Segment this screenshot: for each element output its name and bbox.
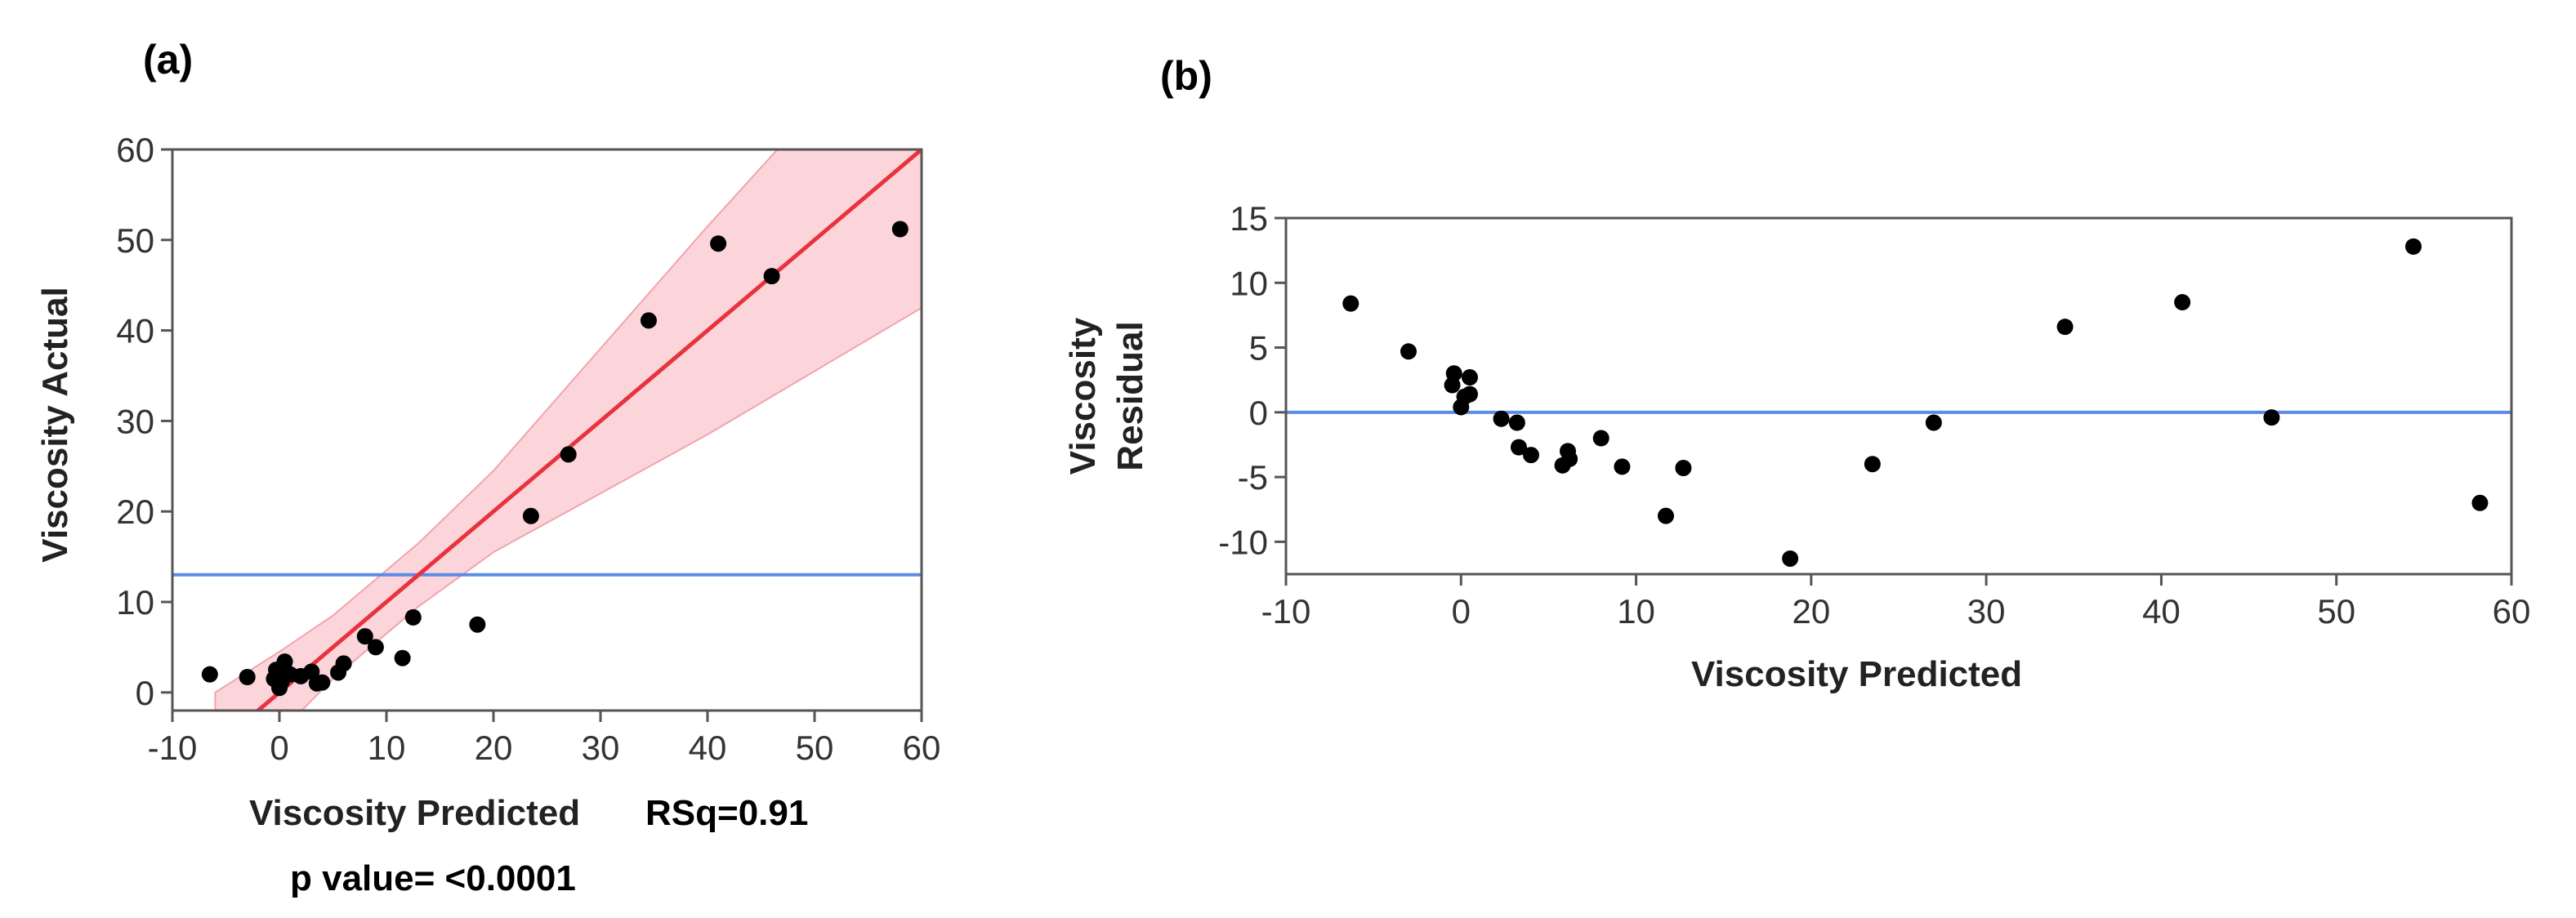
data-point: [1462, 385, 1478, 403]
y-tick-label: 10: [1230, 264, 1268, 302]
x-tick-label: 50: [2317, 592, 2355, 631]
x-tick-label: 30: [1967, 592, 2006, 631]
y-tick-label: 0: [1249, 394, 1268, 432]
panel-a-rsq: RSq=0.91: [645, 793, 808, 833]
y-tick-label: 40: [116, 312, 154, 350]
y-tick-label: 50: [116, 221, 154, 260]
data-point: [560, 446, 577, 463]
x-tick-label: 40: [689, 729, 727, 767]
panel-b-y-ticks: 15 10 5 0 -5 -10: [1218, 199, 1286, 561]
data-point: [891, 221, 909, 238]
data-point: [239, 669, 256, 686]
y-tick-label: 5: [1249, 329, 1268, 368]
data-point: [2056, 319, 2074, 336]
x-tick-label: 50: [796, 729, 834, 767]
data-point: [1658, 507, 1674, 524]
data-point: [367, 639, 384, 656]
panel-a-chart: (a) -10 0 10 20 30 40 50 60 0 10 20 30 40 50 60 Visco…: [35, 37, 941, 898]
y-tick-label: 30: [116, 402, 154, 440]
x-tick-label: 10: [1617, 592, 1655, 631]
panel-a-x-axis-title: Viscosity Predicted: [249, 793, 580, 833]
panel-b-y-axis-title-line2: Residual: [1110, 321, 1150, 470]
data-point: [1614, 458, 1631, 475]
panel-a-p-value: p value= <0.0001: [290, 858, 576, 898]
y-tick-label: 60: [116, 131, 154, 169]
x-tick-label: 20: [1792, 592, 1830, 631]
y-tick-label: 15: [1230, 199, 1268, 238]
panel-b-plot-area: [1286, 238, 2511, 567]
panel-a-x-ticks: -10 0 10 20 30 40 50 60: [148, 711, 941, 767]
x-tick-label: 30: [582, 729, 620, 767]
panel-b-y-axis-title-line1: Viscosity: [1063, 317, 1103, 475]
data-point: [1561, 450, 1578, 467]
y-tick-label: -5: [1238, 458, 1268, 497]
x-tick-label: -10: [148, 729, 198, 767]
panel-a-label: (a): [143, 37, 193, 82]
panel-b-x-axis-title: Viscosity Predicted: [1691, 654, 2022, 694]
data-point: [314, 674, 331, 691]
data-point: [1782, 550, 1799, 567]
panel-b-label: (b): [1160, 53, 1212, 99]
data-point: [1445, 365, 1462, 382]
x-tick-label: 20: [475, 729, 513, 767]
data-point: [1925, 414, 1942, 431]
x-tick-label: 60: [2493, 592, 2531, 631]
x-tick-label: 0: [1452, 592, 1471, 631]
data-point: [394, 649, 411, 666]
data-point: [2405, 238, 2422, 255]
data-point: [2471, 494, 2489, 511]
panel-b-frame: [1284, 216, 2513, 576]
panel-b-x-ticks: -10 0 10 20 30 40 50 60: [1261, 574, 2531, 631]
data-point: [522, 507, 539, 524]
data-point: [1864, 456, 1881, 473]
data-point: [356, 628, 373, 645]
data-point: [1342, 295, 1359, 312]
data-point: [201, 666, 218, 683]
y-tick-label: 10: [116, 583, 154, 622]
panel-a-frame: [171, 148, 923, 712]
panel-a-y-axis-title: Viscosity Actual: [35, 287, 75, 562]
data-point: [1493, 410, 1510, 427]
data-point: [710, 235, 727, 252]
data-point: [2174, 294, 2191, 311]
data-point: [1592, 430, 1609, 447]
x-tick-label: 10: [368, 729, 406, 767]
data-point: [1675, 459, 1692, 476]
data-point: [1511, 439, 1527, 456]
data-point: [1462, 369, 1478, 386]
data-point: [276, 653, 293, 671]
panel-a-plot-area: [172, 149, 922, 711]
data-point: [640, 312, 657, 329]
y-tick-label: 0: [136, 674, 154, 712]
data-point: [404, 608, 422, 626]
data-point: [469, 616, 486, 633]
data-point: [2263, 409, 2280, 426]
data-point: [1508, 414, 1525, 431]
panel-a-y-ticks: 0 10 20 30 40 50 60: [116, 131, 172, 712]
y-tick-label: -10: [1218, 523, 1268, 561]
x-tick-label: -10: [1261, 592, 1311, 631]
data-point: [1523, 447, 1539, 464]
x-tick-label: 40: [2142, 592, 2181, 631]
y-tick-label: 20: [116, 492, 154, 531]
data-point: [1400, 343, 1417, 360]
x-tick-label: 60: [903, 729, 941, 767]
x-tick-label: 0: [270, 729, 288, 767]
data-point: [763, 268, 780, 285]
data-point: [335, 655, 352, 672]
